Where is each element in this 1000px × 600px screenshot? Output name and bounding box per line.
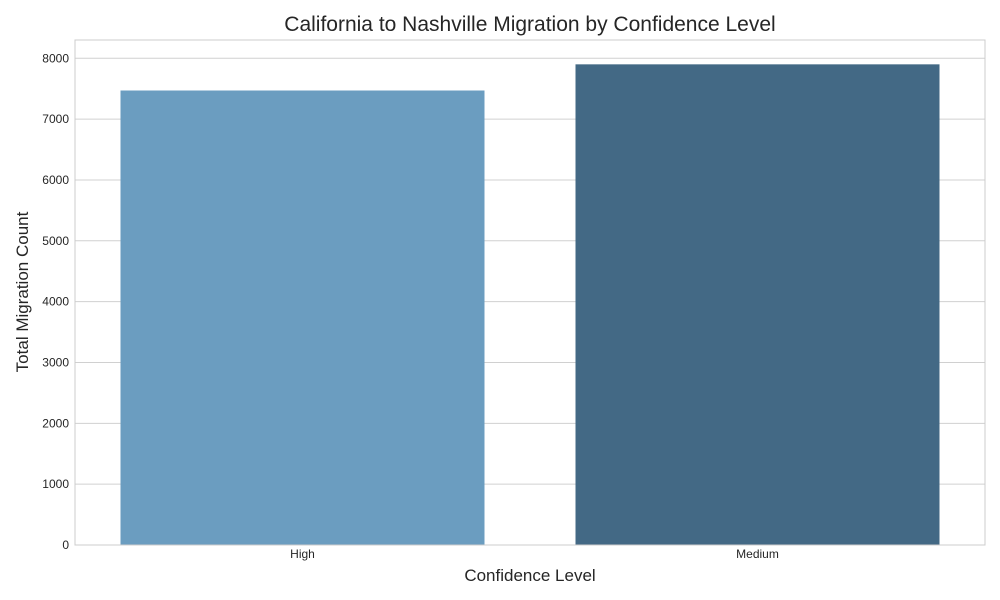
y-tick-label: 1000 [42, 477, 69, 491]
y-tick-label: 2000 [42, 416, 69, 430]
y-tick-label: 7000 [42, 112, 69, 126]
x-tick-label: High [290, 547, 315, 561]
y-axis-label: Total Migration Count [13, 211, 32, 372]
bars [120, 64, 940, 546]
y-tick-label: 8000 [42, 51, 69, 65]
x-tick-label: Medium [736, 547, 779, 561]
bar-medium [575, 64, 940, 546]
y-tick-label: 0 [62, 538, 69, 552]
x-axis-label: Confidence Level [464, 566, 595, 585]
y-axis-ticks: 0 1000 2000 3000 4000 5000 6000 7000 8000 [42, 51, 69, 552]
y-tick-label: 3000 [42, 355, 69, 369]
chart-title: California to Nashville Migration by Con… [284, 13, 775, 36]
bar-high [120, 90, 485, 545]
x-axis-ticks: High Medium [290, 547, 779, 561]
y-tick-label: 4000 [42, 295, 69, 309]
plot-frame [74, 39, 986, 546]
y-tick-label: 6000 [42, 173, 69, 187]
y-tick-label: 5000 [42, 234, 69, 248]
